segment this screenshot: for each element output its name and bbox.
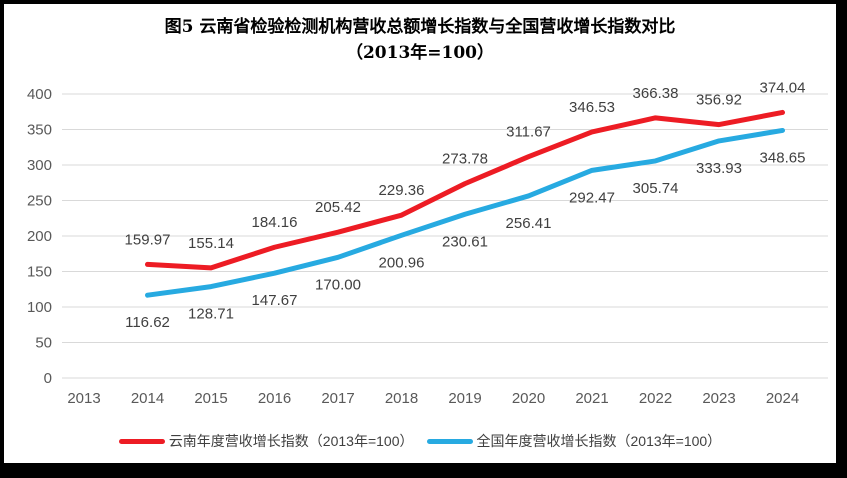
data-label: 147.67 bbox=[252, 292, 298, 309]
data-label: 292.47 bbox=[569, 189, 615, 206]
chart-title-line2: （2013年=100） bbox=[345, 43, 495, 64]
x-axis-tick-label: 2014 bbox=[131, 390, 164, 407]
x-axis-tick-label: 2020 bbox=[512, 390, 545, 407]
x-axis-tick-label: 2023 bbox=[702, 390, 735, 407]
data-label: 273.78 bbox=[442, 151, 488, 168]
legend-swatch-yunnan bbox=[118, 438, 165, 444]
x-axis-tick-label: 2019 bbox=[448, 390, 481, 407]
data-label: 305.74 bbox=[633, 180, 679, 197]
data-label: 230.61 bbox=[442, 233, 488, 250]
data-label: 366.38 bbox=[633, 85, 679, 102]
x-axis-tick-label: 2018 bbox=[385, 390, 418, 407]
y-axis-tick-label: 0 bbox=[44, 370, 52, 387]
x-axis-tick-label: 2021 bbox=[575, 390, 608, 407]
legend-label-yunnan: 云南年度营收增长指数（2013年=100） bbox=[168, 433, 414, 449]
x-axis-tick-label: 2024 bbox=[766, 390, 799, 407]
x-axis-tick-label: 2017 bbox=[321, 390, 354, 407]
x-axis-tick-label: 2013 bbox=[67, 390, 100, 407]
chart-frame: 图5 云南省检验检测机构营收总额增长指数与全国营收增长指数对比 （2013年=1… bbox=[4, 4, 836, 463]
data-label: 170.00 bbox=[315, 276, 361, 293]
series-line-0[interactable] bbox=[145, 109, 785, 271]
data-label: 205.42 bbox=[315, 199, 361, 216]
data-label: 229.36 bbox=[379, 182, 425, 199]
data-label: 346.53 bbox=[569, 99, 615, 116]
y-axis-tick-label: 400 bbox=[27, 86, 52, 103]
y-axis-tick-label: 300 bbox=[27, 157, 52, 174]
series-line-1[interactable] bbox=[145, 127, 785, 298]
line-chart: 0 50 100 150 200 250 300 350 400 2013 2014 2015 2016… bbox=[27, 79, 828, 407]
data-label: 200.96 bbox=[379, 254, 425, 271]
data-label: 159.97 bbox=[125, 231, 171, 248]
chart-title: 图5 云南省检验检测机构营收总额增长指数与全国营收增长指数对比 （2013年=1… bbox=[4, 14, 836, 67]
chart-title-line1: 图5 云南省检验检测机构营收总额增长指数与全国营收增长指数对比 bbox=[164, 17, 676, 37]
data-label: 256.41 bbox=[506, 215, 552, 232]
data-label: 333.93 bbox=[696, 160, 742, 177]
data-label: 116.62 bbox=[125, 314, 170, 331]
legend-item-national[interactable]: 全国年度营收增长指数（2013年=100） bbox=[426, 431, 722, 451]
data-label: 155.14 bbox=[188, 235, 234, 252]
data-label: 128.71 bbox=[188, 306, 234, 323]
data-label: 184.16 bbox=[252, 214, 298, 231]
chart-legend: 云南年度营收增长指数（2013年=100） 全国年度营收增长指数（2013年=1… bbox=[4, 427, 836, 455]
data-label: 374.04 bbox=[760, 79, 806, 96]
legend-label-national: 全国年度营收增长指数（2013年=100） bbox=[476, 433, 722, 449]
y-axis-tick-label: 50 bbox=[35, 335, 52, 352]
legend-item-yunnan[interactable]: 云南年度营收增长指数（2013年=100） bbox=[118, 431, 414, 451]
data-label: 356.92 bbox=[696, 92, 742, 109]
y-axis-tick-label: 100 bbox=[27, 299, 52, 316]
legend-swatch-national bbox=[426, 438, 473, 444]
y-axis-tick-label: 350 bbox=[27, 122, 52, 139]
y-axis-tick-label: 200 bbox=[27, 228, 52, 245]
x-axis-tick-label: 2022 bbox=[639, 390, 672, 407]
x-axis-tick-label: 2016 bbox=[258, 390, 291, 407]
y-axis-tick-label: 150 bbox=[27, 264, 52, 281]
y-axis-tick-label: 250 bbox=[27, 193, 52, 210]
data-label: 311.67 bbox=[506, 124, 551, 141]
x-axis-tick-label: 2015 bbox=[194, 390, 227, 407]
data-label: 348.65 bbox=[760, 149, 806, 166]
